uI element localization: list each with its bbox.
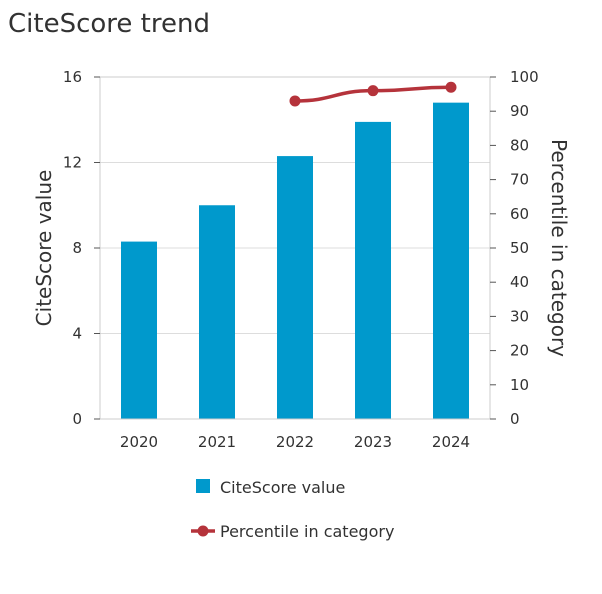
- left-tick-label: 4: [72, 325, 82, 343]
- x-tick-label: 2024: [432, 433, 470, 451]
- x-tick-label: 2021: [198, 433, 236, 451]
- percentile-point-2022: [289, 95, 301, 107]
- y-axis-label: CiteScore value: [32, 170, 56, 327]
- right-tick-label: 10: [510, 376, 529, 394]
- right-tick-label: 80: [510, 136, 529, 154]
- bar-2020: [121, 241, 157, 419]
- legend-bar-swatch: [196, 479, 210, 493]
- chart-title: CiteScore trend: [8, 9, 210, 39]
- legend-line-label: Percentile in category: [220, 522, 394, 541]
- right-tick-label: 0: [510, 410, 520, 428]
- legend-bar-label: CiteScore value: [220, 478, 345, 497]
- x-axis-ticks: 2020 2021 2022 2023 2024: [120, 433, 470, 451]
- bar-2021: [199, 205, 235, 419]
- x-tick-label: 2020: [120, 433, 158, 451]
- right-tick-label: 30: [510, 307, 529, 325]
- right-tick-label: 50: [510, 239, 529, 257]
- left-tick-label: 8: [72, 239, 82, 257]
- bar-2023: [355, 121, 391, 419]
- right-tick-label: 70: [510, 171, 529, 189]
- left-axis-ticks: 0 4 8 12 16: [63, 68, 100, 428]
- legend: CiteScore value Percentile in category: [191, 478, 394, 541]
- right-axis-ticks: 0 10 20 30 40 50 60 70 80 90 100: [490, 68, 539, 428]
- x-tick-label: 2023: [354, 433, 392, 451]
- left-tick-label: 0: [72, 410, 82, 428]
- bar-2022: [277, 156, 313, 419]
- percentile-point-2023: [367, 85, 379, 97]
- x-tick-label: 2022: [276, 433, 314, 451]
- percentile-point-2024: [445, 81, 457, 93]
- right-tick-label: 60: [510, 205, 529, 223]
- right-tick-label: 90: [510, 102, 529, 120]
- bars: [121, 102, 469, 420]
- right-tick-label: 40: [510, 273, 529, 291]
- bar-2024: [433, 102, 469, 420]
- left-tick-label: 16: [63, 68, 82, 86]
- right-tick-label: 20: [510, 342, 529, 360]
- legend-line-marker: [197, 525, 209, 537]
- percentile-line: [289, 81, 457, 107]
- right-tick-label: 100: [510, 68, 539, 86]
- y2-axis-label: Percentile in category: [547, 139, 571, 357]
- left-tick-label: 12: [63, 154, 82, 172]
